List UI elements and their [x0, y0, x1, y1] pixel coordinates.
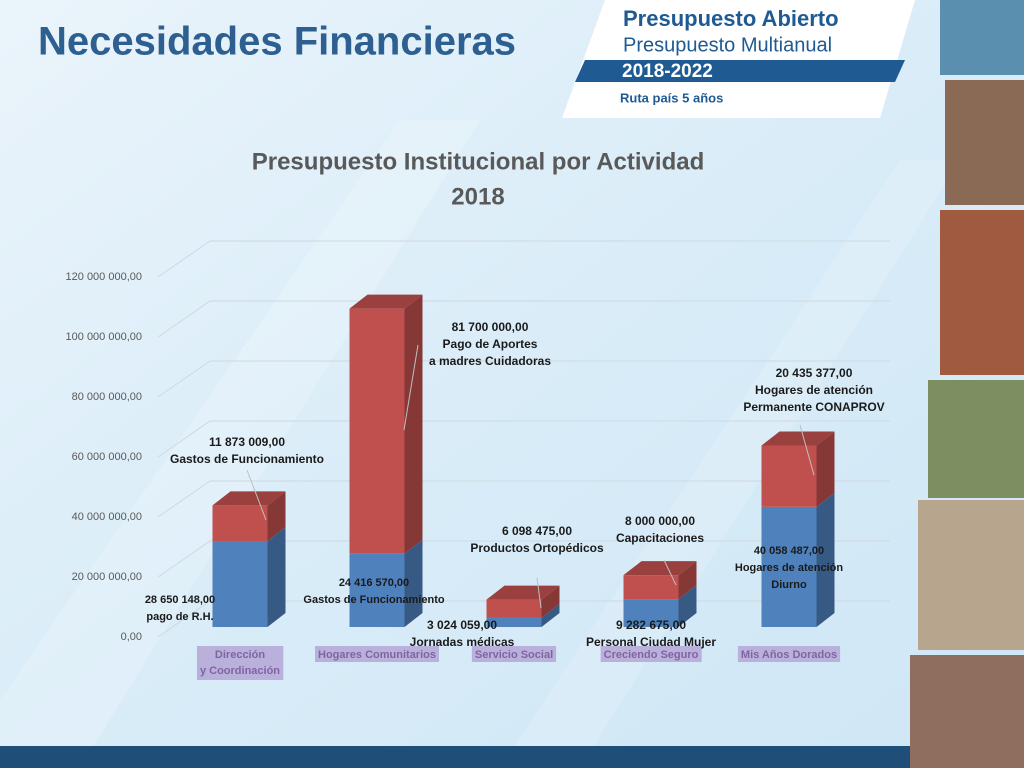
y-tick-label: 0,00 [121, 631, 142, 643]
bar-side [404, 294, 423, 554]
bar-segment [761, 506, 817, 627]
chart-subtitle: 2018 [451, 183, 504, 210]
category-box [471, 646, 557, 662]
grid-line [157, 360, 890, 398]
annotation: Gastos de Funcionamiento [170, 452, 324, 466]
x-tick-label: Servicio Social [475, 649, 553, 661]
bar-segment [349, 308, 405, 554]
bar-segment [212, 541, 268, 627]
annotation: Gastos de Funcionamiento [303, 594, 444, 606]
annotation: Hogares de atención [735, 562, 843, 574]
annotation: pago de R.H. [146, 611, 213, 623]
bar-segment [761, 445, 817, 507]
bar-side [404, 539, 423, 627]
annotation: Jornadas médicas [410, 635, 515, 649]
category-box [737, 646, 841, 662]
bar-segment [349, 553, 405, 627]
x-tick-label: Creciendo Seguro [604, 649, 699, 661]
value-label: 3 024 059,00 [427, 618, 497, 632]
value-label: 11 873 009,00 [209, 435, 285, 449]
bar-segment [623, 575, 679, 600]
bar-segment [486, 617, 542, 627]
leader-line [246, 469, 267, 521]
y-tick-label: 120 000 000,00 [66, 271, 142, 283]
annotation: Personal Ciudad Mujer [586, 635, 716, 649]
streak [0, 120, 480, 768]
value-label: 9 282 675,00 [616, 618, 686, 632]
category-box [196, 646, 284, 680]
leader-line [799, 424, 815, 476]
logo-tagline: Ruta país 5 años [620, 90, 723, 105]
slide-title: Necesidades Financieras [38, 20, 516, 64]
grid-line [157, 420, 890, 458]
footer-band [0, 746, 1024, 768]
bar-side [267, 527, 286, 627]
bar-top [623, 561, 697, 576]
bar-side [816, 492, 835, 627]
y-tick-label: 100 000 000,00 [66, 331, 142, 343]
streak [500, 160, 960, 768]
bar-side [678, 561, 697, 600]
photo [928, 380, 1024, 498]
logo-subtitle: Presupuesto Multianual [623, 34, 832, 56]
bar-top [212, 491, 286, 506]
bar-top [486, 585, 560, 600]
grid-line [157, 540, 890, 578]
value-label: 6 098 475,00 [502, 524, 572, 538]
bar-segment [212, 505, 268, 542]
value-label: 20 435 377,00 [776, 366, 853, 380]
value-label: 24 416 570,00 [339, 577, 409, 589]
annotation: Pago de Aportes [443, 337, 538, 351]
value-label: 8 000 000,00 [625, 514, 695, 528]
y-tick-label: 60 000 000,00 [72, 451, 142, 463]
bar-side [267, 491, 286, 542]
grid-line [157, 240, 890, 278]
value-label: 81 700 000,00 [452, 320, 529, 334]
leader-line [403, 344, 419, 431]
bar-segment [486, 599, 542, 618]
annotation: Permanente CONAPROV [743, 400, 884, 414]
chart-title: Presupuesto Institucional por Actividad [252, 148, 705, 175]
bar-side [816, 431, 835, 507]
y-tick-label: 80 000 000,00 [72, 391, 142, 403]
x-tick-label: Dirección y Coordinación [200, 649, 280, 677]
x-tick-label: Hogares Comunitarios [318, 649, 436, 661]
bar-side [678, 585, 697, 627]
photo [940, 0, 1024, 75]
annotation: a madres Cuidadoras [429, 354, 551, 368]
photo [918, 500, 1024, 650]
bar-top [761, 431, 835, 446]
x-tick-label: Mis Años Dorados [741, 649, 837, 661]
annotation: Productos Ortopédicos [470, 541, 604, 555]
bar-side [541, 585, 560, 618]
category-box [600, 646, 702, 662]
bar-top [349, 294, 423, 309]
leader-line [536, 577, 542, 609]
value-label: 40 058 487,00 [754, 545, 824, 557]
y-tick-label: 40 000 000,00 [72, 511, 142, 523]
annotation: Hogares de atención [755, 383, 873, 397]
logo-panel [562, 0, 915, 118]
bar-side [541, 603, 560, 627]
logo-title: Presupuesto Abierto [623, 6, 839, 31]
value-label: 28 650 148,00 [145, 594, 215, 606]
bar-segment [623, 599, 679, 627]
logo-years: 2018-2022 [622, 61, 713, 82]
grid-line [157, 300, 890, 338]
logo-band [575, 60, 905, 82]
grid-line [157, 480, 890, 518]
annotation: Capacitaciones [616, 531, 704, 545]
category-box [315, 646, 439, 662]
y-tick-label: 20 000 000,00 [72, 571, 142, 583]
photo [910, 655, 1024, 768]
annotation: Diurno [771, 579, 807, 591]
leader-line [663, 559, 677, 586]
photo [945, 80, 1024, 205]
photo [940, 210, 1024, 375]
